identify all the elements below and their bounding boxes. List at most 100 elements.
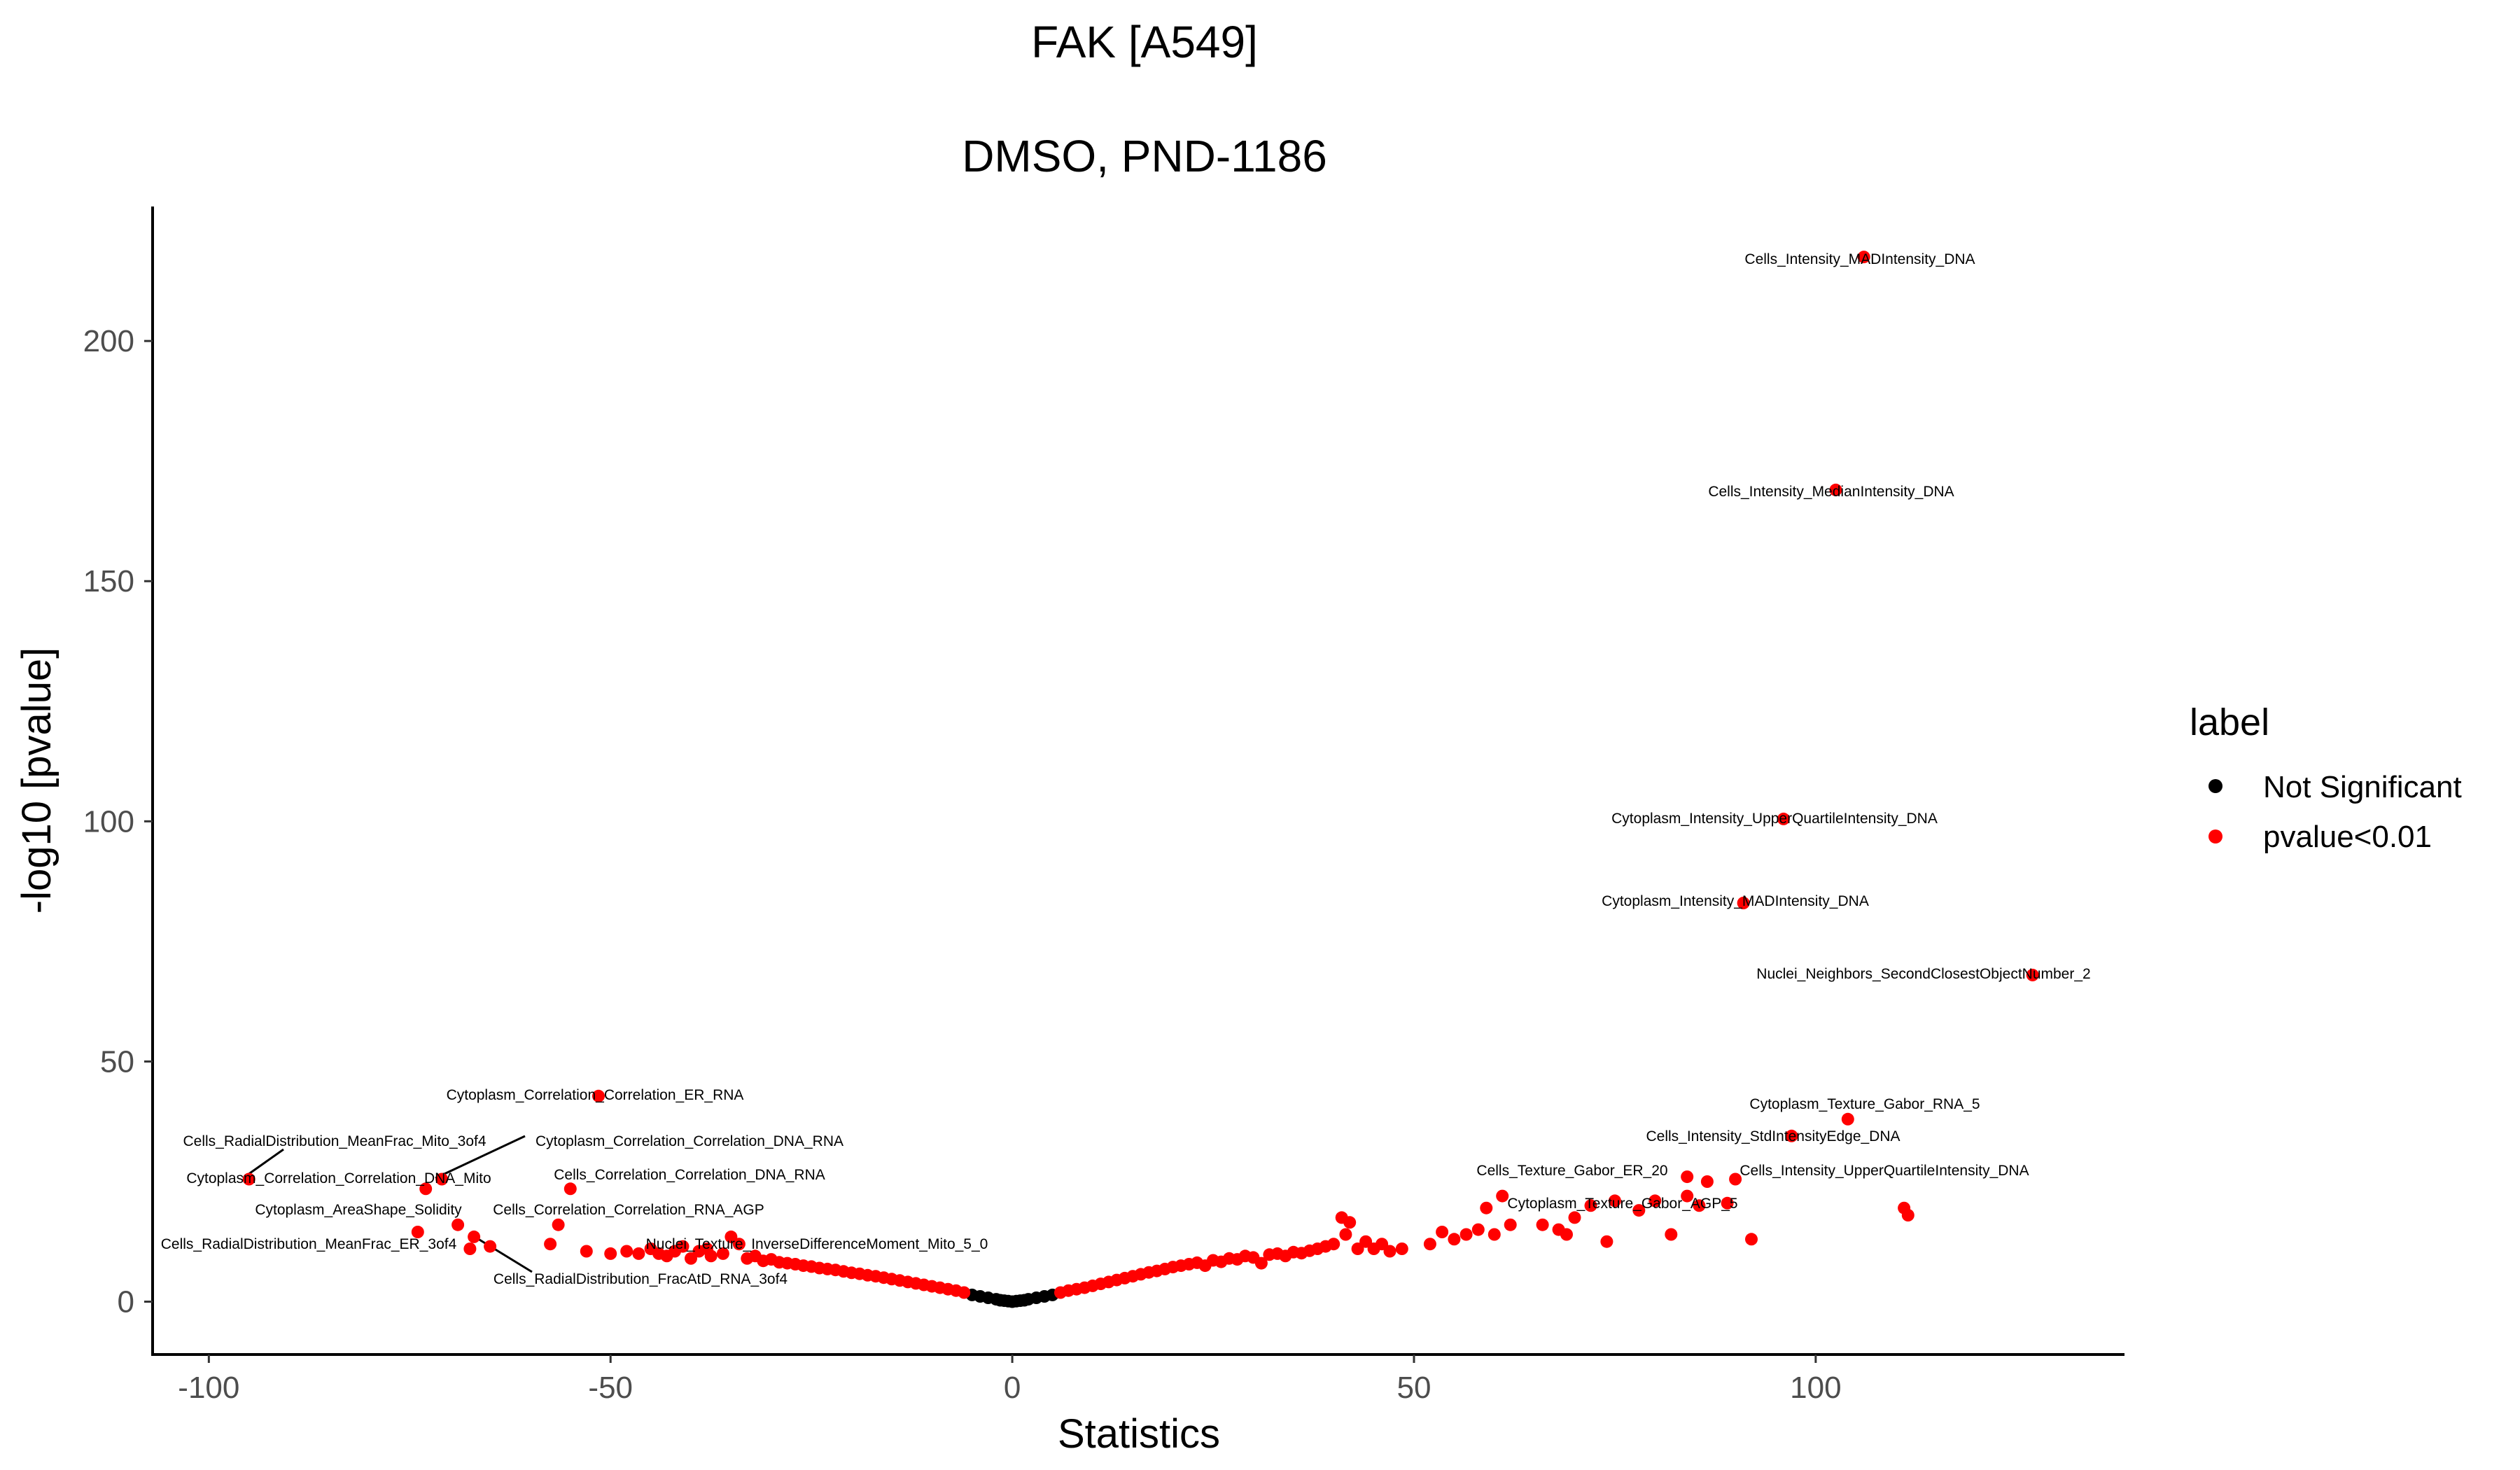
- point-label: Nuclei_Texture_InverseDifferenceMoment_M…: [646, 1236, 988, 1252]
- point-significant: [564, 1182, 577, 1196]
- point-significant: [552, 1218, 565, 1231]
- point-significant: [1681, 1170, 1694, 1184]
- point-significant: [484, 1240, 497, 1253]
- legend-swatch-significant: [2208, 830, 2222, 844]
- point-significant: [1327, 1238, 1340, 1251]
- point-significant: [1693, 1199, 1706, 1212]
- point-significant: [716, 1247, 729, 1260]
- point-significant: [1536, 1218, 1549, 1231]
- y-tick-label: 0: [118, 1285, 134, 1320]
- point-label: Cytoplasm_Correlation_Correlation_DNA_RN…: [536, 1133, 844, 1149]
- points: [242, 251, 2039, 1308]
- point-label: Cells_RadialDistribution_FracAtD_RNA_3of…: [493, 1271, 788, 1287]
- point-label: Cytoplasm_Intensity_MADIntensity_DNA: [1602, 893, 1869, 909]
- point-significant: [1504, 1218, 1517, 1231]
- point-significant: [1681, 1189, 1694, 1203]
- point-significant: [1608, 1194, 1621, 1208]
- point-significant: [1343, 1216, 1357, 1229]
- point-significant: [1857, 251, 1870, 264]
- point-label: Cytoplasm_Correlation_Correlation_ER_RNA: [447, 1087, 744, 1103]
- x-tick-label: 0: [1004, 1371, 1021, 1405]
- point-significant: [1584, 1199, 1597, 1212]
- point-label: Cells_RadialDistribution_MeanFrac_Mito_3…: [183, 1133, 486, 1149]
- point-label: Cells_RadialDistribution_MeanFrac_ER_3of…: [161, 1236, 457, 1252]
- point-label: Cells_Correlation_Correlation_RNA_AGP: [493, 1202, 764, 1218]
- point-significant: [1460, 1228, 1473, 1241]
- point-significant: [1729, 1172, 1742, 1186]
- point-significant: [1648, 1194, 1662, 1208]
- point-significant: [1359, 1235, 1373, 1248]
- x-tick-label: -50: [588, 1371, 633, 1405]
- point-label: Cells_Intensity_MADIntensity_DNA: [1744, 251, 1975, 267]
- point-significant: [2026, 968, 2039, 981]
- point-significant: [1339, 1228, 1352, 1241]
- point-labels: Cells_Intensity_MADIntensity_DNA Cells_I…: [161, 251, 2091, 1287]
- point-label: Cells_Correlation_Correlation_DNA_RNA: [554, 1167, 825, 1183]
- point-significant: [724, 1230, 738, 1243]
- point-significant: [1395, 1242, 1408, 1255]
- chart-subtitle: DMSO, PND-1186: [962, 131, 1327, 181]
- point-significant: [1254, 1256, 1268, 1270]
- point-significant: [604, 1247, 617, 1260]
- point-significant: [1829, 483, 1842, 496]
- point-significant: [1665, 1228, 1678, 1241]
- point-significant: [676, 1240, 690, 1253]
- point-significant: [1480, 1201, 1493, 1214]
- legend: label Not Significant pvalue<0.01: [2190, 701, 2462, 854]
- point-significant: [1376, 1238, 1389, 1251]
- legend-label-not-significant: Not Significant: [2263, 770, 2462, 804]
- point-significant: [411, 1226, 424, 1238]
- x-tick-label: 100: [1790, 1371, 1841, 1405]
- x-ticks: -100 -50 0 50 100: [178, 1354, 1842, 1405]
- point-significant: [704, 1250, 718, 1263]
- point-significant: [1436, 1226, 1449, 1238]
- point-label: Cells_Intensity_UpperQuartileIntensity_D…: [1740, 1163, 2029, 1179]
- point-significant: [685, 1252, 697, 1265]
- point-significant: [1737, 897, 1750, 909]
- point-significant: [592, 1089, 605, 1102]
- point-significant: [1448, 1233, 1461, 1246]
- point-label: Cells_Intensity_MedianIntensity_DNA: [1708, 484, 1954, 500]
- point-significant: [435, 1172, 449, 1186]
- point-significant: [958, 1286, 971, 1299]
- point-significant: [1700, 1175, 1714, 1188]
- connector-line: [435, 1135, 526, 1180]
- point-significant: [1488, 1228, 1501, 1241]
- point-significant: [468, 1230, 481, 1243]
- point-label: Cells_Texture_Gabor_ER_20: [1476, 1163, 1667, 1179]
- point-significant: [580, 1245, 593, 1258]
- legend-title: label: [2190, 701, 2269, 743]
- y-tick-label: 200: [83, 324, 134, 358]
- y-tick-label: 100: [83, 804, 134, 839]
- y-axis-title: -log10 [pvalue]: [14, 648, 59, 913]
- legend-swatch-not-significant: [2208, 779, 2222, 793]
- point-significant: [1383, 1245, 1396, 1258]
- point-label: Cells_Intensity_StdIntensityEdge_DNA: [1646, 1128, 1900, 1144]
- point-label: Cytoplasm_Texture_Gabor_AGP_5: [1507, 1196, 1737, 1212]
- point-significant: [1560, 1228, 1573, 1241]
- y-tick-label: 150: [83, 564, 134, 598]
- point-label: Cytoplasm_AreaShape_Solidity: [255, 1202, 462, 1218]
- point-significant: [1745, 1233, 1758, 1246]
- point-significant: [1777, 812, 1790, 825]
- point-significant: [1721, 1196, 1734, 1210]
- point-significant: [620, 1245, 634, 1258]
- x-axis-title: Statistics: [1058, 1411, 1220, 1457]
- point-significant: [732, 1238, 746, 1251]
- point-label: Cytoplasm_Intensity_UpperQuartileIntensi…: [1611, 811, 1938, 827]
- point-significant: [1600, 1235, 1614, 1248]
- point-significant: [544, 1238, 557, 1251]
- point-significant: [1901, 1209, 1914, 1222]
- legend-label-significant: pvalue<0.01: [2263, 820, 2432, 854]
- point-significant: [419, 1182, 433, 1196]
- point-significant: [1351, 1242, 1364, 1255]
- point-significant: [632, 1247, 645, 1260]
- point-significant: [1423, 1238, 1436, 1251]
- point-significant: [242, 1172, 255, 1186]
- chart-title: FAK [A549]: [1031, 17, 1258, 67]
- point-significant: [1841, 1112, 1854, 1126]
- point-label: Cytoplasm_Correlation_Correlation_DNA_Mi…: [186, 1170, 491, 1186]
- point-significant: [1496, 1189, 1509, 1203]
